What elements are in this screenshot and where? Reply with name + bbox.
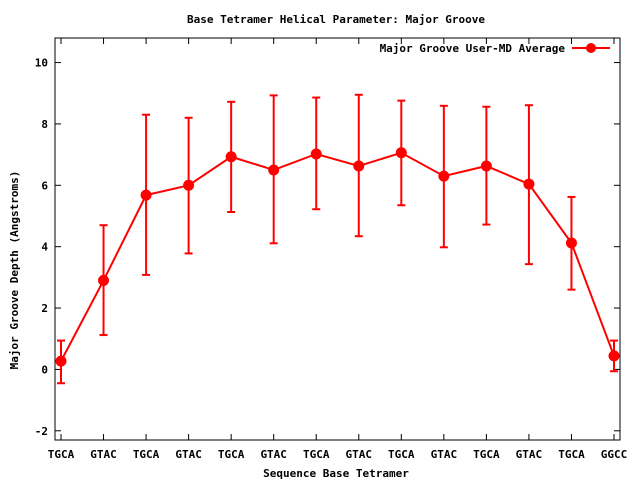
series-layer (55, 93, 620, 385)
plot-frame (54, 37, 621, 441)
data-point (608, 350, 620, 362)
data-point (310, 148, 322, 160)
data-point (353, 160, 365, 172)
x-tick-label: GTAC (260, 448, 287, 461)
legend-label: Major Groove User-MD Average (380, 42, 566, 55)
data-point (140, 189, 152, 201)
x-tick-label: GTAC (90, 448, 117, 461)
data-point (565, 237, 577, 249)
data-point (480, 160, 492, 172)
x-tick-label: TGCA (48, 448, 75, 461)
legend: Major Groove User-MD Average (380, 42, 610, 55)
chart-title: Base Tetramer Helical Parameter: Major G… (187, 13, 485, 26)
data-point (55, 355, 67, 367)
data-point (523, 178, 535, 190)
x-tick-label: TGCA (218, 448, 245, 461)
data-point (268, 164, 280, 176)
x-tick-label: TGCA (558, 448, 585, 461)
x-tick-label: GTAC (346, 448, 373, 461)
x-tick-label: GTAC (431, 448, 458, 461)
data-point (395, 147, 407, 159)
x-tick-label: TGCA (133, 448, 160, 461)
x-tick-label: GGCC (601, 448, 628, 461)
y-tick-label: 2 (41, 302, 48, 315)
x-tick-label: GTAC (516, 448, 543, 461)
data-point (225, 151, 237, 163)
y-tick-label: 4 (41, 241, 48, 254)
y-tick-label: 8 (41, 118, 48, 131)
y-tick-label: -2 (35, 425, 48, 438)
x-tick-label: TGCA (303, 448, 330, 461)
axis-ticks: -2 0 2 4 6 8 10 TGCA GTAC TGCA GTAC TGCA GTAC TGCA GTA… (35, 38, 628, 461)
data-point (183, 179, 195, 191)
y-tick-label: 0 (41, 363, 48, 376)
x-tick-label: TGCA (388, 448, 415, 461)
y-tick-label: 6 (41, 179, 48, 192)
series-line (60, 151, 615, 362)
x-tick-label: TGCA (473, 448, 500, 461)
data-point (438, 170, 450, 182)
y-axis-label: Major Groove Depth (Angstroms) (8, 171, 21, 370)
y-tick-label: 10 (35, 57, 48, 70)
data-point (98, 274, 110, 286)
legend-marker (586, 43, 596, 53)
x-axis-label: Sequence Base Tetramer (263, 467, 409, 480)
x-tick-label: GTAC (175, 448, 202, 461)
